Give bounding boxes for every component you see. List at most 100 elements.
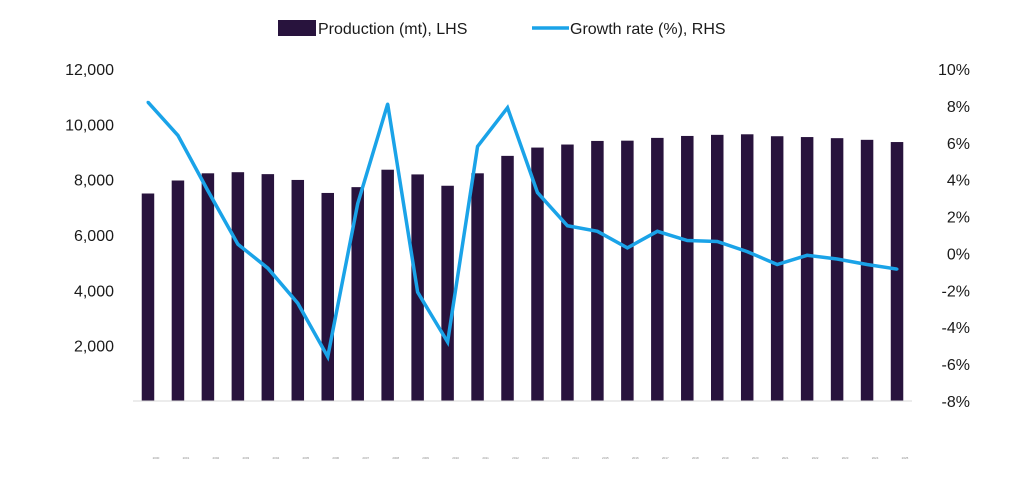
bar-2024 — [860, 139, 874, 401]
x-tick-label: 2008 — [392, 456, 399, 460]
right-tick-label: -2% — [942, 283, 970, 300]
bar-2016 — [621, 140, 634, 401]
x-tick-label: 2003 — [243, 456, 250, 460]
legend-bar-swatch — [278, 20, 316, 36]
growth-point-2012 — [506, 106, 510, 110]
x-tick-label: 2004 — [272, 456, 279, 460]
growth-point-2016 — [625, 246, 629, 250]
growth-point-2024 — [865, 263, 869, 267]
x-tick-label: 2001 — [183, 456, 190, 460]
right-tick-label: 4% — [947, 173, 970, 190]
growth-point-2001 — [176, 133, 180, 137]
growth-rate-line — [146, 101, 898, 362]
x-tick-label: 2011 — [482, 456, 489, 460]
left-tick-label: 4,000 — [74, 283, 114, 300]
growth-point-2025 — [895, 267, 899, 271]
line-series — [146, 100, 899, 362]
growth-point-2003 — [236, 242, 240, 246]
growth-point-2009 — [416, 290, 420, 294]
bar-2021 — [770, 136, 784, 402]
x-tick-label: 2013 — [542, 456, 549, 460]
x-tick-label: 2006 — [332, 456, 339, 460]
bar-2011 — [471, 173, 484, 401]
left-tick-label: 2,000 — [74, 339, 114, 356]
growth-point-2023 — [835, 257, 839, 261]
bar-2023 — [830, 138, 844, 402]
x-tick-label: 2007 — [362, 456, 369, 460]
growth-point-2005 — [296, 301, 300, 305]
left-tick-label: 6,000 — [74, 228, 114, 245]
right-tick-label: -4% — [942, 320, 970, 337]
bar-2017 — [651, 137, 664, 401]
bar-2008 — [381, 169, 394, 401]
bar-2003 — [231, 172, 245, 401]
growth-point-2004 — [266, 266, 270, 270]
growth-point-2020 — [745, 250, 749, 254]
bar-2013 — [531, 147, 544, 401]
bar-2025 — [890, 142, 904, 402]
bar-series — [141, 134, 904, 402]
right-tick-label: 2% — [947, 210, 970, 227]
bar-2002 — [201, 173, 215, 401]
bar-2004 — [261, 174, 275, 401]
right-tick-label: 0% — [947, 246, 970, 263]
growth-point-2014 — [565, 224, 569, 228]
x-tick-label: 2002 — [213, 456, 220, 460]
x-tick-label: 2023 — [842, 456, 849, 460]
growth-point-2006 — [326, 355, 330, 359]
right-axis: -8% -6% -4% -2% 0% 2% 4% 6% 8% 10% — [938, 62, 970, 411]
x-tick-label: 2019 — [722, 456, 729, 460]
growth-point-2007 — [356, 202, 360, 206]
left-tick-label: 12,000 — [65, 62, 114, 79]
bar-2019 — [711, 134, 724, 401]
left-tick-label: 10,000 — [65, 117, 114, 134]
bar-2006 — [321, 192, 334, 401]
legend: Production (mt), LHS Growth rate (%), RH… — [278, 20, 726, 38]
growth-point-2022 — [805, 253, 809, 257]
growth-point-2021 — [775, 263, 779, 267]
bar-2007 — [351, 187, 364, 401]
x-tick-label: 2020 — [752, 456, 759, 460]
x-tick-label: 2014 — [572, 456, 579, 460]
right-tick-label: -6% — [942, 357, 970, 374]
right-tick-label: -8% — [942, 394, 970, 411]
legend-bar-label: Production (mt), LHS — [318, 21, 467, 38]
bar-2005 — [291, 179, 305, 401]
bar-2015 — [591, 140, 604, 401]
left-axis: 2,000 4,000 6,000 8,000 10,000 12,000 — [65, 62, 114, 356]
growth-point-2008 — [386, 102, 390, 106]
bar-2014 — [561, 144, 574, 401]
x-tick-label: 2005 — [302, 456, 309, 460]
legend-line-label: Growth rate (%), RHS — [570, 21, 726, 38]
right-tick-label: 8% — [947, 99, 970, 116]
x-tick-label: 2022 — [812, 456, 819, 460]
growth-point-2000 — [146, 100, 150, 104]
left-tick-label: 8,000 — [74, 173, 114, 190]
bar-2012 — [501, 155, 514, 401]
right-tick-label: 6% — [947, 136, 970, 153]
x-tick-label: 2016 — [632, 456, 639, 460]
growth-point-2013 — [535, 191, 539, 195]
right-tick-label: 10% — [938, 62, 970, 79]
growth-point-2002 — [206, 189, 210, 193]
x-tick-label: 2017 — [662, 456, 669, 460]
x-tick-label: 2012 — [512, 456, 519, 460]
x-tick-label: 2000 — [153, 456, 160, 460]
growth-point-2017 — [655, 229, 659, 233]
x-tick-label: 2021 — [782, 456, 789, 460]
bar-2020 — [740, 134, 754, 402]
x-tick-label: 2010 — [452, 456, 459, 460]
bar-2000 — [141, 193, 155, 401]
growth-point-2010 — [446, 340, 450, 344]
x-tick-label: 2024 — [872, 456, 879, 460]
growth-point-2019 — [715, 239, 719, 243]
x-tick-label: 2025 — [902, 456, 909, 460]
bar-2018 — [681, 135, 694, 401]
growth-point-2018 — [685, 239, 689, 243]
bar-2010 — [441, 185, 454, 401]
growth-point-2015 — [595, 229, 599, 233]
x-tick-label: 2018 — [692, 456, 699, 460]
x-axis: 2000 2001 2002 2003 2004 2005 2006 2007 2008 2009… — [153, 456, 909, 460]
x-tick-label: 2009 — [422, 456, 429, 460]
